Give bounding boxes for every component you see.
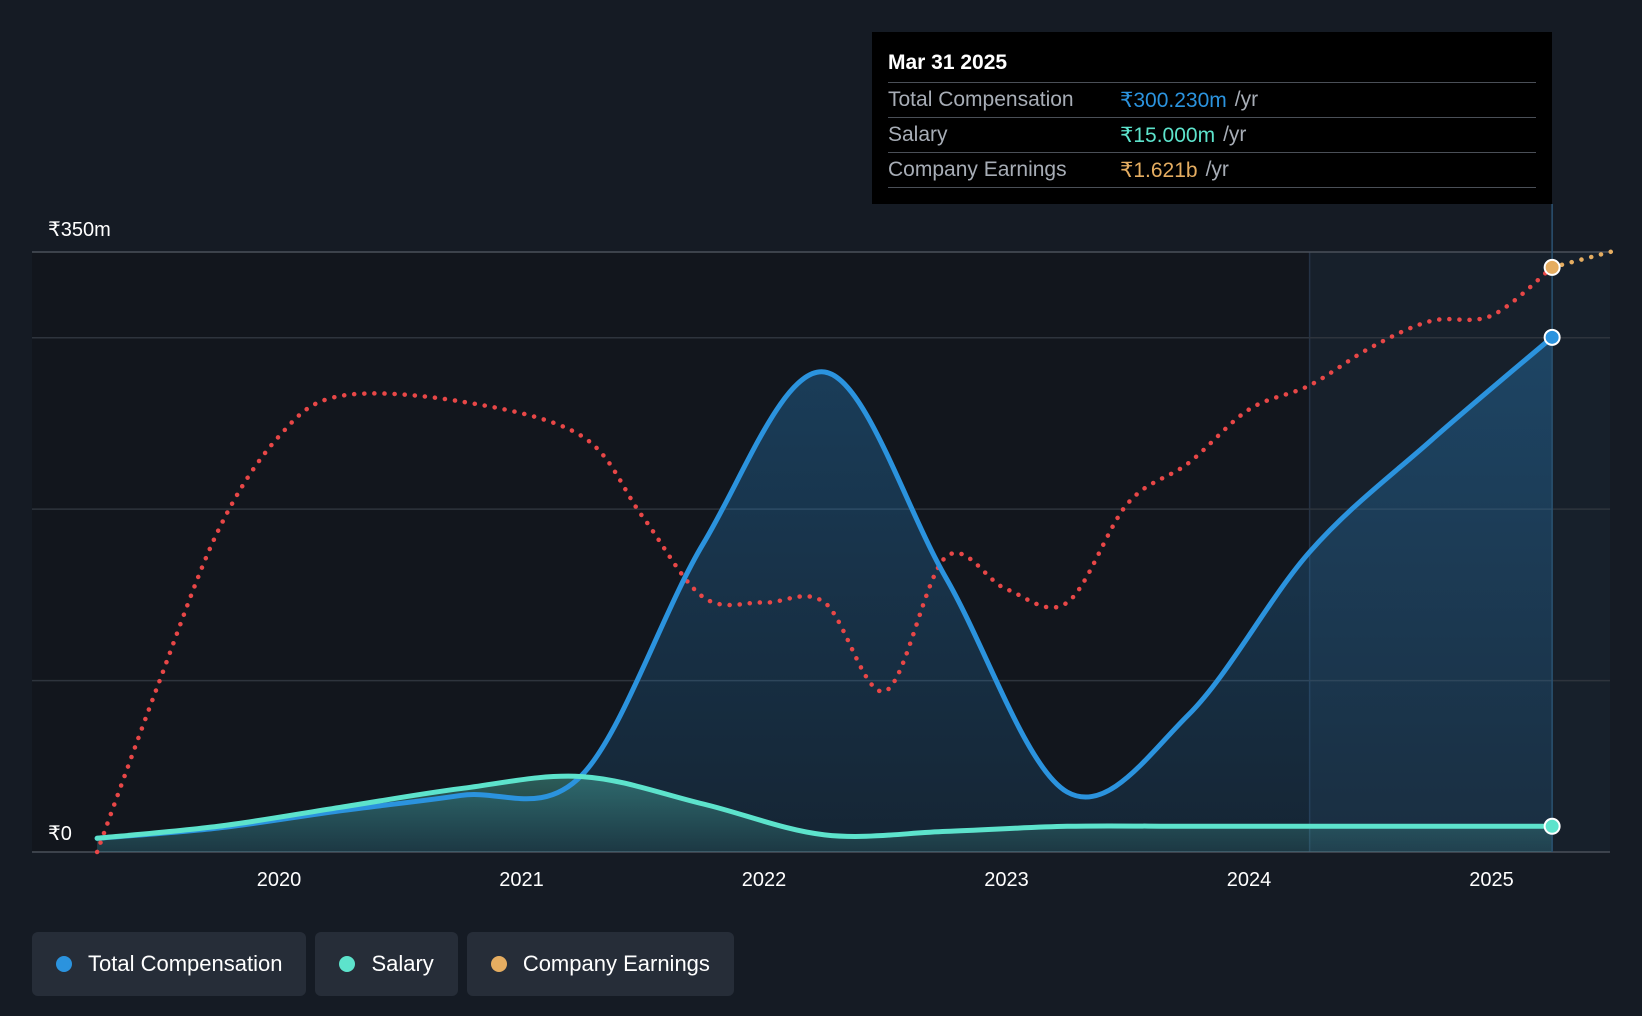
x-tick-label: 2021 bbox=[499, 869, 544, 891]
tooltip-label: Company Earnings bbox=[888, 158, 1067, 181]
legend-label: Salary bbox=[371, 951, 434, 976]
legend-label: Company Earnings bbox=[522, 951, 710, 976]
legend-dot-icon bbox=[56, 956, 72, 972]
chart-tooltip: Mar 31 2025 Total Compensation ₹300.230m… bbox=[872, 32, 1552, 204]
tooltip-label: Total Compensation bbox=[888, 88, 1074, 111]
tooltip-unit: /yr bbox=[1234, 88, 1259, 111]
y-tick-label: ₹350m bbox=[48, 219, 111, 241]
total-compensation-area bbox=[97, 337, 1553, 852]
legend-item-salary[interactable]: Salary bbox=[315, 932, 458, 996]
tooltip-unit: /yr bbox=[1223, 123, 1247, 146]
tooltip-value: ₹300.230m bbox=[1120, 88, 1227, 112]
company-earnings-line bbox=[94, 265, 1555, 855]
tooltip-row-company-earnings: Company Earnings ₹1.621b /yr bbox=[888, 152, 1536, 188]
chart-legend: Total Compensation Salary Company Earnin… bbox=[32, 932, 734, 996]
total-compensation-marker bbox=[1543, 328, 1561, 346]
legend-label: Total Compensation bbox=[88, 951, 283, 976]
salary-marker bbox=[1543, 817, 1561, 835]
company-earnings-forecast-line bbox=[1549, 249, 1615, 270]
tooltip-label: Salary bbox=[888, 123, 948, 146]
legend-dot-icon bbox=[490, 956, 507, 972]
x-tick-label: 2024 bbox=[1227, 869, 1272, 891]
company-earnings-marker bbox=[1543, 258, 1561, 276]
tooltip-row-total-compensation: Total Compensation ₹300.230m /yr bbox=[888, 82, 1536, 117]
x-tick-label: 2022 bbox=[742, 869, 787, 891]
tooltip-unit: /yr bbox=[1205, 158, 1229, 181]
y-tick-label: ₹0 bbox=[48, 823, 72, 845]
legend-item-company-earnings[interactable]: Company Earnings bbox=[466, 932, 734, 996]
tooltip-date: Mar 31 2025 bbox=[888, 51, 1008, 74]
legend-item-total-compensation[interactable]: Total Compensation bbox=[32, 932, 307, 996]
tooltip-value: ₹15.000m bbox=[1120, 123, 1216, 147]
legend-dot-icon bbox=[339, 956, 356, 972]
tooltip-value: ₹1.621b bbox=[1120, 158, 1198, 182]
x-tick-label: 2025 bbox=[1469, 869, 1514, 891]
x-tick-label: 2023 bbox=[984, 869, 1029, 891]
salary-line bbox=[94, 773, 1555, 841]
total-compensation-line bbox=[94, 334, 1555, 841]
tooltip-row-salary: Salary ₹15.000m /yr bbox=[888, 117, 1536, 152]
x-tick-label: 2020 bbox=[257, 869, 302, 891]
